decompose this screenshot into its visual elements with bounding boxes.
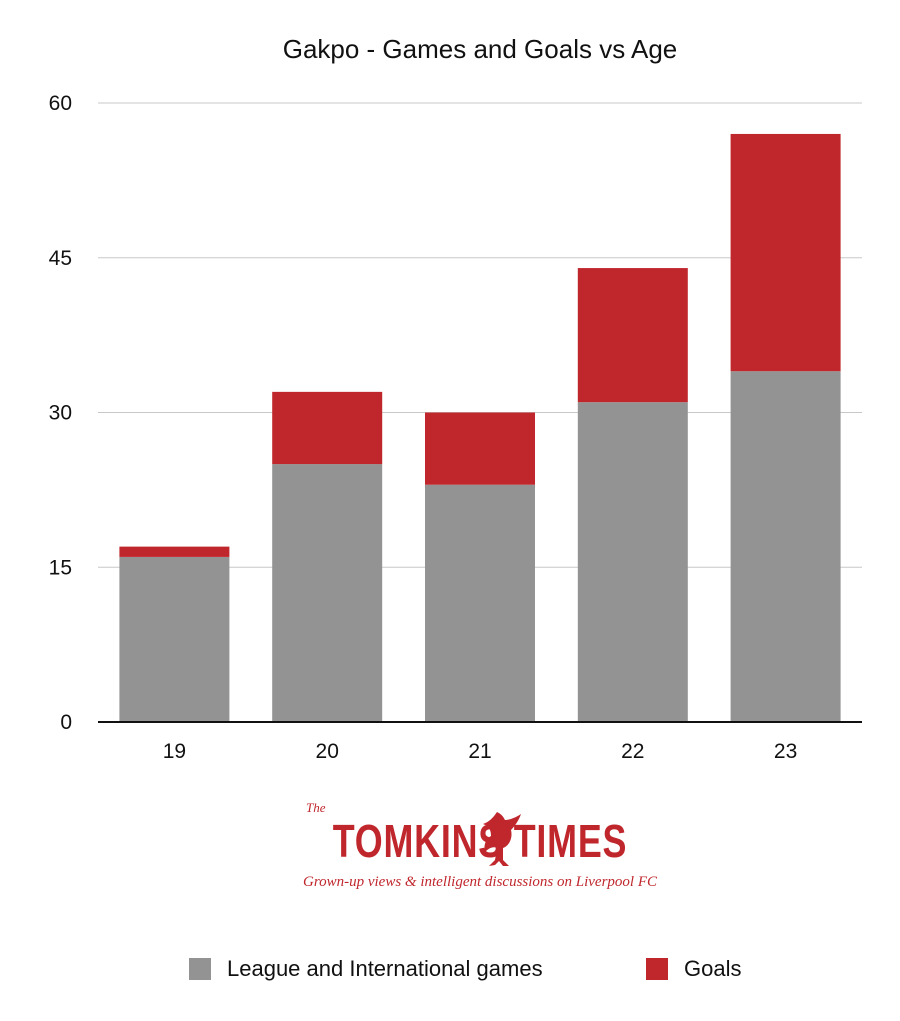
x-tick-label: 19 <box>163 740 186 763</box>
x-tick-label: 21 <box>468 740 491 763</box>
legend-label-games: League and International games <box>227 956 543 981</box>
bar-games <box>577 402 688 722</box>
y-tick-label: 15 <box>49 556 72 579</box>
chart-title: Gakpo - Games and Goals vs Age <box>282 34 678 64</box>
legend-item-games: League and International games <box>189 956 543 982</box>
x-tick-label: 22 <box>621 740 644 763</box>
logo-tagline: Grown-up views & intelligent discussions… <box>302 874 658 890</box>
x-tick-label: 23 <box>774 740 797 763</box>
bar-goals <box>119 546 230 557</box>
y-tick-label: 30 <box>49 402 72 425</box>
x-tick-label: 20 <box>316 740 339 763</box>
bar-games <box>730 371 841 722</box>
y-tick-label: 0 <box>60 711 72 734</box>
liverbird-icon <box>483 812 521 866</box>
bar-games <box>425 484 535 722</box>
chart-plot-area: 0 15 30 45 60 19 20 21 22 23 <box>49 92 862 763</box>
y-tick-label: 60 <box>49 92 72 115</box>
chart-legend: League and International games Goals <box>0 956 900 986</box>
bar-games <box>272 464 383 722</box>
bar-goals <box>425 412 535 485</box>
y-tick-label: 45 <box>49 247 72 270</box>
legend-item-goals: Goals <box>646 956 741 982</box>
bar-games <box>119 556 230 722</box>
logo-wordmark: TOMKINS TIMES <box>332 815 628 867</box>
bar-goals <box>730 133 841 372</box>
legend-swatch-goals <box>646 958 668 980</box>
bar-goals <box>577 268 688 403</box>
bar-goals <box>272 391 383 465</box>
legend-label-goals: Goals <box>684 956 742 981</box>
logo-the: The <box>306 800 326 815</box>
legend-swatch-games <box>189 958 211 980</box>
